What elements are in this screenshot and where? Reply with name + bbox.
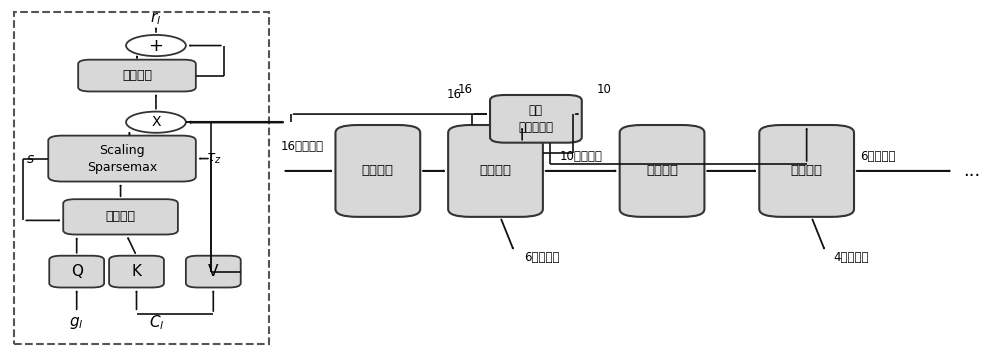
FancyBboxPatch shape [490,95,582,143]
Text: $C_l$: $C_l$ [149,314,164,332]
FancyBboxPatch shape [335,125,420,217]
FancyBboxPatch shape [186,256,241,288]
Text: 16: 16 [458,83,473,96]
Text: V: V [208,264,218,279]
FancyBboxPatch shape [63,199,178,235]
Text: 解码器层: 解码器层 [646,164,678,177]
Text: 4通道丢弃: 4通道丢弃 [834,251,869,264]
Text: 流注意力: 流注意力 [480,164,512,177]
Text: 10: 10 [596,83,611,96]
FancyBboxPatch shape [78,60,196,91]
FancyBboxPatch shape [759,125,854,217]
Text: X: X [151,115,161,129]
Circle shape [126,111,186,133]
Text: 16: 16 [446,89,461,101]
Text: 点积操作: 点积操作 [106,210,136,223]
Text: 流注意力: 流注意力 [791,164,823,177]
FancyBboxPatch shape [48,136,196,182]
Text: 10通道数据: 10通道数据 [560,150,603,163]
FancyBboxPatch shape [448,125,543,217]
FancyBboxPatch shape [620,125,704,217]
Text: K: K [132,264,142,279]
Text: 16通道数据: 16通道数据 [281,140,324,153]
FancyBboxPatch shape [109,256,164,288]
Circle shape [126,35,186,56]
Text: $\tau_z$: $\tau_z$ [206,151,222,166]
Text: 6通道数据: 6通道数据 [860,150,895,163]
Text: 计算
可缩放因子: 计算 可缩放因子 [518,104,553,134]
FancyBboxPatch shape [49,256,104,288]
Text: +: + [148,37,163,54]
Text: ...: ... [963,162,980,180]
Text: Q: Q [71,264,83,279]
Text: $r_l$: $r_l$ [150,11,162,27]
Text: 前向网络: 前向网络 [122,69,152,82]
Text: $g_l$: $g_l$ [69,315,84,331]
Text: 6通道丢弃: 6通道丢弃 [524,251,560,264]
Text: Scaling
Sparsemax: Scaling Sparsemax [87,143,157,174]
Text: 解码器层: 解码器层 [362,164,394,177]
Text: $s$: $s$ [26,152,35,166]
